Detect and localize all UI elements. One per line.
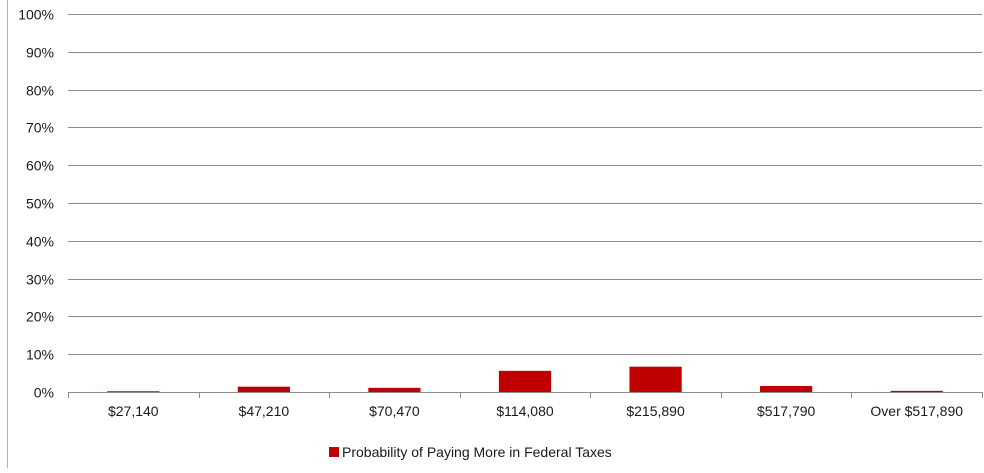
y-tick-label: 70% [26, 120, 54, 136]
y-tick-label: 40% [26, 234, 54, 250]
y-tick-label: 10% [26, 347, 54, 363]
y-tick-label: 0% [34, 385, 54, 401]
x-tick-label: $27,140 [108, 403, 159, 419]
y-axis-tick-labels: 0% 10% 20% 30% 40% 50% 60% 70% 80% 90% 100% [18, 7, 54, 401]
bar [890, 390, 943, 392]
y-tick-label: 100% [18, 7, 54, 23]
bar [760, 385, 813, 392]
legend-swatch [329, 447, 339, 457]
legend-label: Probability of Paying More in Federal Ta… [342, 444, 612, 460]
y-tick-label: 60% [26, 158, 54, 174]
bar [237, 386, 290, 392]
y-tick-label: 30% [26, 272, 54, 288]
legend: Probability of Paying More in Federal Ta… [329, 444, 612, 460]
bar [498, 370, 552, 392]
bar [368, 387, 421, 392]
x-tick-label: $114,080 [496, 403, 554, 419]
y-tick-label: 50% [26, 196, 54, 212]
bar [629, 366, 682, 392]
gridlines [68, 14, 982, 355]
y-tick-label: 90% [26, 45, 54, 61]
y-tick-label: 80% [26, 83, 54, 99]
x-tick-label: $215,890 [626, 403, 685, 419]
x-tick-label: $70,470 [369, 403, 420, 419]
chart-left-border [7, 0, 8, 468]
x-tick-label: $517,790 [757, 403, 816, 419]
bar [107, 391, 160, 392]
y-tick-label: 20% [26, 309, 54, 325]
x-axis-tick-labels: $27,140 $47,210 $70,470 $114,080 $215,890 $51… [108, 403, 963, 419]
bars [107, 366, 943, 392]
x-axis [68, 392, 983, 398]
x-tick-label: $47,210 [239, 403, 290, 419]
x-tick-label: Over $517,890 [870, 403, 963, 419]
